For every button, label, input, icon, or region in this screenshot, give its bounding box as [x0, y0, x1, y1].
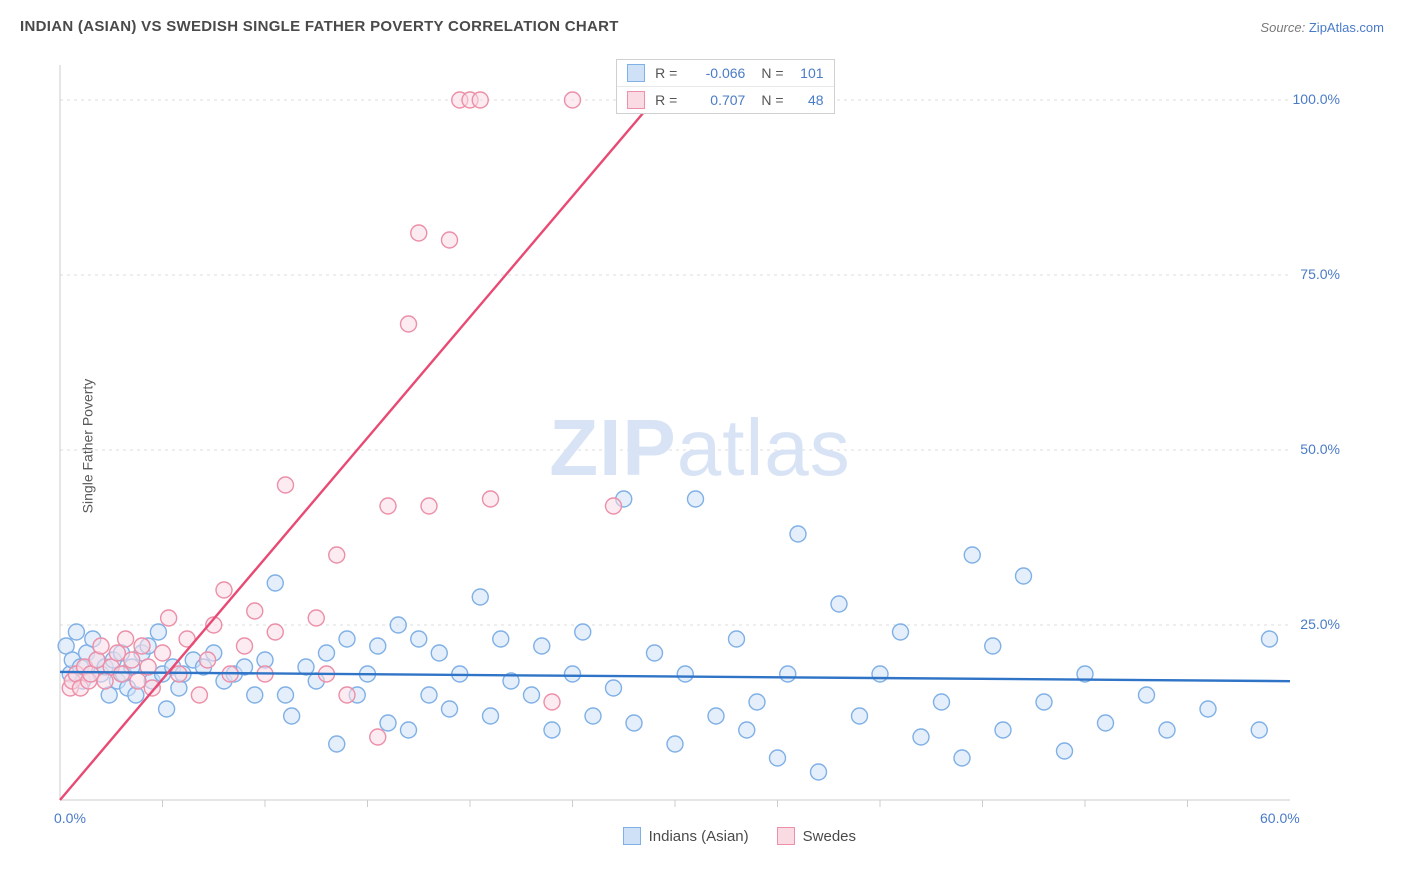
n-label: N =: [761, 65, 783, 81]
r-label: R =: [655, 65, 677, 81]
legend-label: Swedes: [803, 828, 856, 845]
legend-label: Indians (Asian): [649, 828, 749, 845]
r-value: 0.707: [687, 92, 745, 108]
r-value: -0.066: [687, 65, 745, 81]
tick-label: 25.0%: [1300, 616, 1340, 632]
correlation-legend: R = -0.066 N = 101 R = 0.707 N = 48: [616, 59, 834, 114]
source-value: ZipAtlas.com: [1309, 20, 1384, 35]
source-label: Source:: [1260, 20, 1305, 35]
tick-label: 50.0%: [1300, 441, 1340, 457]
tick-label: 100.0%: [1293, 91, 1340, 107]
n-label: N =: [761, 92, 783, 108]
legend-swatch: [777, 827, 795, 845]
source-attribution: Source: ZipAtlas.com: [1260, 20, 1384, 35]
scatter-chart: [55, 55, 1345, 840]
tick-label: 75.0%: [1300, 266, 1340, 282]
legend-row: R = 0.707 N = 48: [617, 86, 833, 113]
legend-row: R = -0.066 N = 101: [617, 60, 833, 86]
series-legend: Indians (Asian) Swedes: [623, 827, 856, 845]
legend-item: Swedes: [777, 827, 856, 845]
n-value: 48: [794, 92, 824, 108]
plot-area: ZIPatlas R =-0.066N =101R =0.707N =48 In…: [55, 55, 1345, 840]
chart-title: INDIAN (ASIAN) VS SWEDISH SINGLE FATHER …: [20, 18, 619, 35]
tick-label: 0.0%: [54, 810, 86, 826]
legend-swatch: [623, 827, 641, 845]
tick-label: 60.0%: [1260, 810, 1300, 826]
legend-swatch: [627, 91, 645, 109]
n-value: 101: [794, 65, 824, 81]
r-label: R =: [655, 92, 677, 108]
legend-item: Indians (Asian): [623, 827, 749, 845]
legend-swatch: [627, 64, 645, 82]
